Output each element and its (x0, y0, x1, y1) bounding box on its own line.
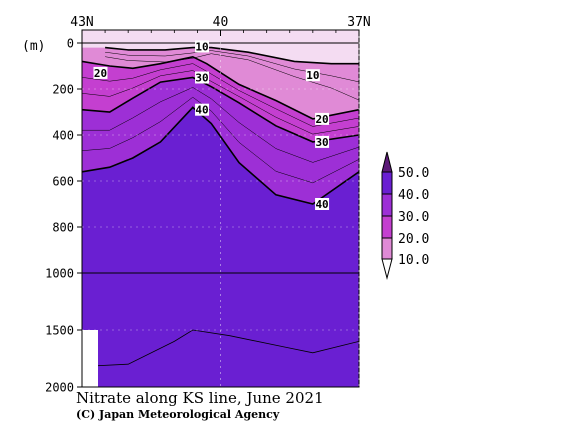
contour-label: 10 (195, 40, 210, 53)
colorbar-band-30-40 (381, 193, 393, 217)
contour-labels: 10 10 20 20 30 30 40 40 (93, 40, 330, 211)
contour-label: 10 (305, 69, 320, 82)
svg-text:40: 40 (315, 198, 328, 211)
contour-label: 20 (93, 66, 108, 80)
svg-text:20: 20 (94, 67, 107, 80)
y-tick-label: 600 (52, 175, 74, 189)
svg-text:30: 30 (195, 72, 208, 85)
contour-line-minor (82, 87, 359, 163)
fill-band-below-10 (82, 30, 359, 64)
colorbar-band-above-50 (381, 151, 393, 173)
y-tick-label: 800 (52, 221, 74, 235)
credit-text: (C) Japan Meteorological Agency (76, 408, 280, 421)
y-tick-label: 2000 (45, 381, 74, 395)
contour-line-40-deep (82, 329, 359, 367)
colorbar-band-10-20 (381, 237, 393, 260)
svg-text:10: 10 (195, 40, 208, 53)
contour-line-10 (105, 46, 359, 65)
contour-line-minor (105, 53, 359, 101)
colorbar-label: 10.0 (398, 253, 429, 268)
colorbar-label: 20.0 (398, 232, 429, 247)
contour-label: 20 (315, 112, 330, 126)
contour-label: 30 (315, 135, 330, 149)
contour-label: 40 (195, 103, 210, 117)
y-axis-label: (m) (22, 39, 45, 54)
colorbar-band-below-10 (381, 258, 393, 280)
contour-label: 40 (315, 198, 330, 211)
topography-mask (82, 330, 98, 387)
y-tick-label: 1000 (45, 267, 74, 281)
contour-label: 30 (195, 71, 210, 85)
svg-text:40: 40 (195, 104, 208, 117)
y-tick-label: 0 (67, 37, 74, 51)
colorbar-label: 50.0 (398, 166, 429, 181)
x-tick-label: 43N (70, 15, 93, 30)
colorbar-band-40-50 (381, 171, 393, 195)
y-tick-label: 200 (52, 83, 74, 97)
y-tick-label: 400 (52, 129, 74, 143)
colorbar-label: 30.0 (398, 210, 429, 225)
svg-text:20: 20 (315, 113, 328, 126)
svg-text:30: 30 (315, 136, 328, 149)
colorbar: 50.0 40.0 30.0 20.0 10.0 (381, 151, 429, 280)
axes: 0 200 400 600 800 1000 1500 2000 43N 40 37N (45, 15, 371, 395)
x-tick-label: 37N (347, 15, 370, 30)
contour-line-minor (82, 63, 359, 127)
x-tick-label: 40 (213, 15, 229, 30)
svg-text:10: 10 (306, 69, 319, 82)
colorbar-band-20-30 (381, 215, 393, 239)
chart-title: Nitrate along KS line, June 2021 (76, 389, 324, 407)
y-tick-label: 1500 (45, 324, 74, 338)
colorbar-label: 40.0 (398, 188, 429, 203)
contour-line-20 (82, 55, 359, 120)
